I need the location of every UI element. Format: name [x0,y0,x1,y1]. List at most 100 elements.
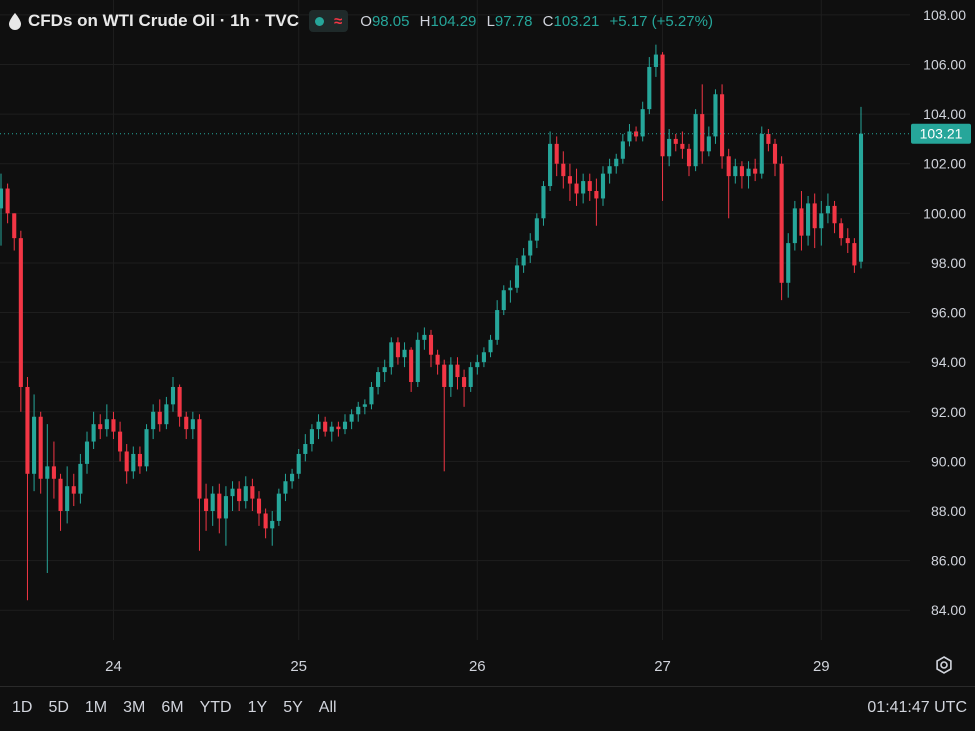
candle-up [0,173,4,246]
candle-down [462,369,467,407]
close-value: 103.21 [553,12,600,30]
candle-down [177,384,182,427]
candle-body [38,416,43,479]
candle-body [653,54,658,67]
price-chart[interactable]: 84.00 86.00 88.00 90.00 92.00 94.00 96.00 98.00… [0,0,975,686]
candle-body [475,362,480,368]
range-ytd[interactable]: YTD [199,699,232,716]
candle-down [124,444,129,484]
candle-body [409,349,414,383]
candle-down [766,128,771,152]
candle-up [402,342,407,368]
candle-up [296,448,301,479]
candle-up [541,181,546,226]
candle-body [567,176,572,184]
candle-body [647,66,652,110]
candle-body [402,349,407,358]
candle-up [600,166,606,206]
candle-body [376,372,381,387]
candle-up [104,404,109,437]
candle-body [746,168,751,177]
candle-up [276,488,281,526]
candle-body [501,290,506,311]
y-tick-label: 96.00 [931,305,966,321]
candle-up [806,195,811,246]
symbol-title[interactable]: CFDs on WTI Crude Oil · 1h · TVC [28,11,300,30]
candle-body [111,419,116,432]
candle-body [693,114,698,167]
candle-up [283,473,288,502]
wave-icon: ≈ [334,12,343,30]
candle-body [184,416,189,430]
candle-body [217,493,222,519]
range-6m[interactable]: 6M [161,699,184,716]
candle-body [210,493,215,512]
range-all[interactable]: All [318,699,337,716]
range-3m[interactable]: 3M [123,699,146,716]
candle-down [237,481,242,512]
candle-body [495,310,500,340]
candle-body [395,342,400,358]
candle-up [733,158,738,184]
y-tick-label: 90.00 [931,453,966,469]
range-1y[interactable]: 1Y [247,699,268,716]
candle-body [554,143,559,164]
chart-legend: CFDs on WTI Crude Oil · 1h · TVC ≈ O98.0… [8,6,719,36]
candle-up [78,453,83,504]
candle-body [514,265,520,288]
candle-up [786,233,791,298]
y-tick-label: 100.00 [923,205,966,221]
status-badges[interactable]: ≈ [309,10,349,32]
candle-up [607,158,612,184]
candle-down [98,414,103,440]
candle-body [164,404,169,425]
candle-down [726,148,731,219]
y-tick-label: 104.00 [923,106,966,122]
high-label: H [419,12,431,30]
candle-body [667,138,672,157]
low-value: 97.78 [494,12,533,30]
candle-body [204,498,209,512]
candle-up [151,404,156,440]
candle-down [111,411,116,440]
candle-down [263,508,268,539]
range-5d[interactable]: 5D [48,699,69,716]
candles [0,44,864,601]
candle-up [508,280,513,303]
candle-body [177,386,182,417]
candle-down [567,163,572,201]
x-axis: 242526272931Apr2 [105,658,830,675]
candle-body [124,451,129,472]
candle-down [137,446,142,474]
candle-up [475,354,480,375]
candle-body [0,188,4,209]
candle-up [422,327,427,350]
candle-body [144,429,149,467]
range-1d[interactable]: 1D [12,699,33,716]
candle-up [190,411,195,440]
candle-down [184,411,189,440]
gear-icon[interactable] [934,655,954,675]
candle-body [389,342,394,368]
candle-body [316,421,321,430]
candle-down [680,131,685,159]
candle-body [448,364,453,387]
candle-body [283,481,288,494]
candle-up [481,347,486,368]
water-drop-icon [9,13,21,30]
candle-up [389,337,394,375]
candle-body [640,109,645,137]
candle-body [323,421,328,432]
range-1m[interactable]: 1M [84,699,108,716]
x-tick-label: 27 [654,658,671,675]
candle-body [349,414,354,422]
candle-up [210,486,215,526]
candle-body [190,419,195,430]
candle-down [323,416,328,437]
utc-clock[interactable]: 01:41:47 UTC [867,699,967,716]
candle-up [825,193,830,224]
range-5y[interactable]: 5Y [283,699,303,716]
candle-body [772,143,778,164]
candle-body [561,163,566,177]
candle-down [673,133,678,152]
